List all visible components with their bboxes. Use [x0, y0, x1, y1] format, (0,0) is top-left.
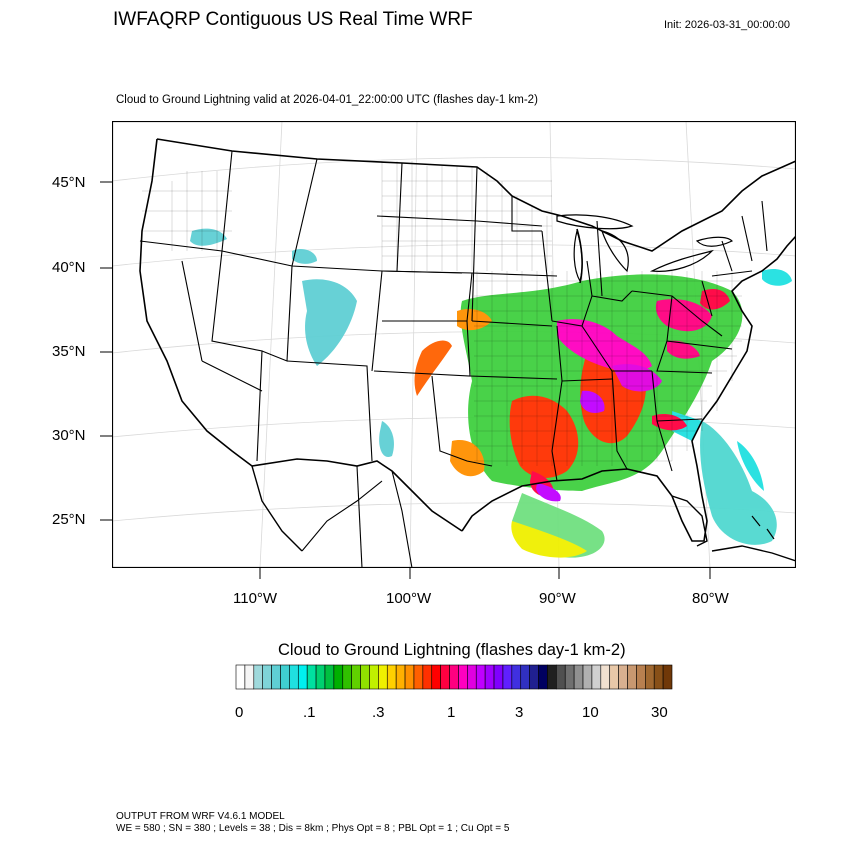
colorbar-swatch [351, 664, 361, 690]
colorbar-swatch [662, 664, 673, 690]
colorbar-swatch [653, 664, 664, 690]
colorbar-label-1: .1 [303, 704, 316, 721]
colorbar-swatch [404, 664, 415, 690]
colorbar-swatch [520, 664, 530, 690]
colorbar [235, 664, 673, 690]
colorbar-swatch [609, 664, 619, 690]
colorbar-swatch [556, 664, 566, 690]
colorbar-swatch [440, 664, 450, 690]
colorbar-swatch [342, 664, 352, 690]
lon-label-110: 110°W [233, 590, 278, 607]
colorbar-swatch [280, 664, 290, 690]
model-info-line2: WE = 580 ; SN = 380 ; Levels = 38 ; Dis … [116, 823, 510, 834]
lat-ticks [100, 181, 112, 521]
colorbar-swatch [582, 664, 593, 690]
colorbar-swatch [413, 664, 424, 690]
map-subtitle: Cloud to Ground Lightning valid at 2026-… [116, 94, 538, 106]
county-lines [142, 161, 742, 466]
colorbar-swatch [369, 664, 379, 690]
lat-label-25: 25°N [52, 511, 86, 528]
colorbar-swatch [538, 664, 548, 690]
colorbar-swatch [458, 664, 468, 690]
lon-label-100: 100°W [386, 590, 432, 607]
colorbar-swatch [333, 664, 344, 690]
colorbar-swatch [449, 664, 459, 690]
lightning-map [112, 121, 796, 568]
colorbar-swatch [271, 664, 281, 690]
lat-label-45: 45°N [52, 174, 86, 191]
colorbar-swatch [386, 664, 397, 690]
colorbar-swatch [529, 664, 539, 690]
colorbar-swatch [627, 664, 637, 690]
colorbar-label-6: 30 [651, 704, 668, 721]
colorbar-swatch [378, 664, 388, 690]
colorbar-swatch [467, 664, 477, 690]
colorbar-swatch [360, 664, 370, 690]
model-info-line1: OUTPUT FROM WRF V4.6.1 MODEL [116, 811, 285, 822]
colorbar-swatch [395, 664, 406, 690]
colorbar-swatch [618, 664, 628, 690]
colorbar-swatch [591, 664, 602, 690]
lon-label-80: 80°W [692, 590, 729, 607]
colorbar-swatch [324, 664, 335, 690]
lat-label-30: 30°N [52, 427, 86, 444]
colorbar-swatch [484, 664, 495, 690]
colorbar-label-4: 3 [515, 704, 524, 721]
map-frame [112, 121, 796, 568]
colorbar-swatch [564, 664, 575, 690]
colorbar-label-0: 0 [235, 704, 244, 721]
colorbar-swatch [431, 664, 441, 690]
colorbar-title: Cloud to Ground Lightning (flashes day-1… [278, 641, 626, 659]
colorbar-swatch [636, 664, 646, 690]
colorbar-swatch [306, 664, 317, 690]
colorbar-swatch [573, 664, 584, 690]
colorbar-label-5: 10 [582, 704, 599, 721]
colorbar-swatch [475, 664, 486, 690]
colorbar-swatch [493, 664, 504, 690]
colorbar-swatch [262, 664, 272, 690]
colorbar-swatch [297, 664, 308, 690]
colorbar-swatch [547, 664, 557, 690]
lat-label-40: 40°N [52, 259, 86, 276]
colorbar-swatch [289, 664, 299, 690]
colorbar-swatch [502, 664, 513, 690]
map-title: IWFAQRP Contiguous US Real Time WRF [113, 9, 473, 30]
colorbar-swatch [600, 664, 611, 690]
colorbar-swatch [253, 664, 263, 690]
colorbar-swatch [511, 664, 522, 690]
colorbar-swatch [235, 664, 246, 690]
colorbar-label-2: .3 [372, 704, 385, 721]
lake-michigan [576, 228, 583, 284]
colorbar-label-3: 1 [447, 704, 456, 721]
colorbar-swatch [315, 664, 326, 690]
lon-ticks [259, 567, 711, 579]
colorbar-swatch [244, 664, 255, 690]
lat-label-35: 35°N [52, 343, 86, 360]
colorbar-swatch [422, 664, 433, 690]
colorbar-swatch [645, 664, 655, 690]
lon-label-90: 90°W [539, 590, 576, 607]
init-time: Init: 2026-03-31_00:00:00 [664, 19, 790, 31]
